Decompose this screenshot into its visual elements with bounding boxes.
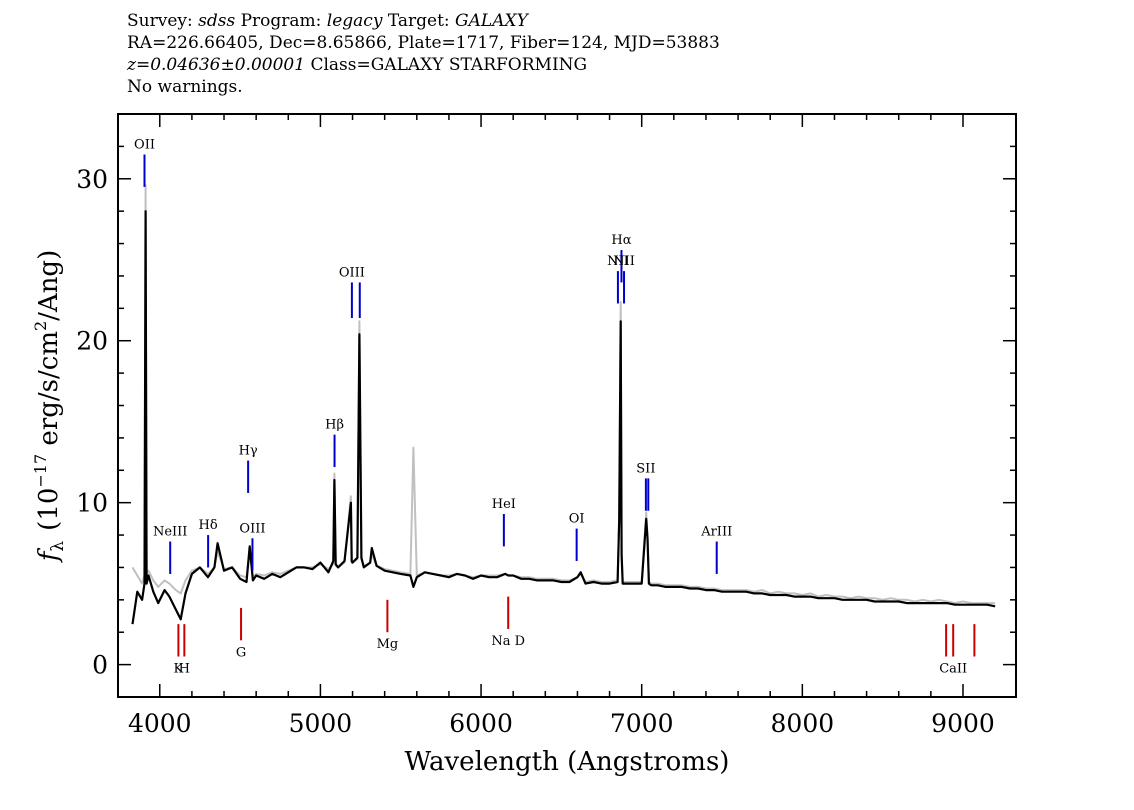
y-tick-label: 0 (92, 651, 108, 680)
class-value: Class=GALAXY STARFORMING (310, 55, 588, 75)
x-tick-label: 7000 (610, 709, 674, 738)
spectrum-line (131, 210, 996, 625)
absorption-line-label-2: G (236, 645, 246, 660)
emission-line-label-8: HeI (492, 497, 516, 512)
emission-line-label-6: OIII (339, 265, 365, 280)
y-axis-title-exp1: −17 (31, 454, 50, 488)
model-series-layer (131, 184, 996, 605)
program-value: legacy (326, 11, 383, 31)
absorption-line-label-1: H (179, 662, 190, 677)
header-line-redshift: z=0.04636±0.00001 Class=GALAXY STARFORMI… (127, 54, 720, 76)
emission-line-label-15: ArIII (700, 525, 732, 540)
emission-line-label-4: OIII (239, 521, 265, 536)
emission-line-label-3: Hγ (239, 444, 258, 459)
x-tick-label: 5000 (289, 709, 353, 738)
y-tick-label: 20 (76, 327, 108, 356)
survey-label: Survey: (127, 11, 193, 31)
spectrum-series-layer (131, 210, 996, 625)
emission-line-label-2: Hδ (199, 518, 218, 533)
y-axis-title: fλ(10−17 erg/s/cm2/Ang) (31, 250, 68, 563)
spectral-line-markers: OII NeIII Hδ Hγ OIII Hβ OIII HeI OI NII Hα NII SII Ar… (134, 137, 976, 677)
emission-line-label-9: OI (569, 512, 585, 527)
absorption-line-label-6: CaII (939, 662, 967, 677)
y-axis-title-mid: erg/s/cm (34, 331, 64, 454)
x-axis-title: Wavelength (Angstroms) (405, 747, 730, 777)
header-line-warnings: No warnings. (127, 77, 243, 97)
spectrum-header: Survey: sdss Program: legacy Target: GAL… (127, 10, 720, 98)
survey-value: sdss (198, 11, 236, 31)
y-axis-title-post: /Ang) (34, 250, 64, 321)
emission-line-label-11: Hα (611, 233, 631, 248)
target-label: Target: (387, 11, 450, 31)
plot-frame (117, 113, 1017, 698)
emission-line-label-10: NII (607, 254, 629, 269)
emission-line-label-5: Hβ (325, 418, 344, 433)
header-line-survey: Survey: sdss Program: legacy Target: GAL… (127, 10, 720, 32)
target-value: GALAXY (455, 11, 528, 31)
model-line (131, 184, 996, 605)
emission-line-label-1: NeIII (153, 525, 187, 540)
redshift-value: z=0.04636±0.00001 (127, 55, 306, 75)
program-label: Program: (240, 11, 322, 31)
emission-line-label-13: SII (636, 461, 655, 476)
y-axis-title-sub: λ (48, 541, 68, 552)
y-tick-label: 30 (76, 165, 108, 194)
axes: 4000 5000 6000 7000 8000 9000 0 10 20 30 (76, 113, 1017, 738)
x-tick-label: 4000 (128, 709, 192, 738)
emission-line-label-0: OII (134, 137, 155, 152)
y-axis-title-exp2: 2 (31, 321, 50, 331)
y-tick-label: 10 (76, 489, 108, 518)
emission-line-label-12: NII (613, 254, 635, 269)
x-tick-label: 9000 (931, 709, 995, 738)
absorption-line-label-0: K (174, 662, 184, 677)
absorption-line-label-3: Mg (377, 637, 399, 652)
absorption-line-label-4: Na D (491, 634, 525, 649)
header-line-coordinates: RA=226.66405, Dec=8.65866, Plate=1717, F… (127, 33, 720, 53)
y-axis-title-pre: (10 (34, 488, 64, 531)
x-tick-label: 8000 (771, 709, 835, 738)
x-tick-label: 6000 (449, 709, 513, 738)
